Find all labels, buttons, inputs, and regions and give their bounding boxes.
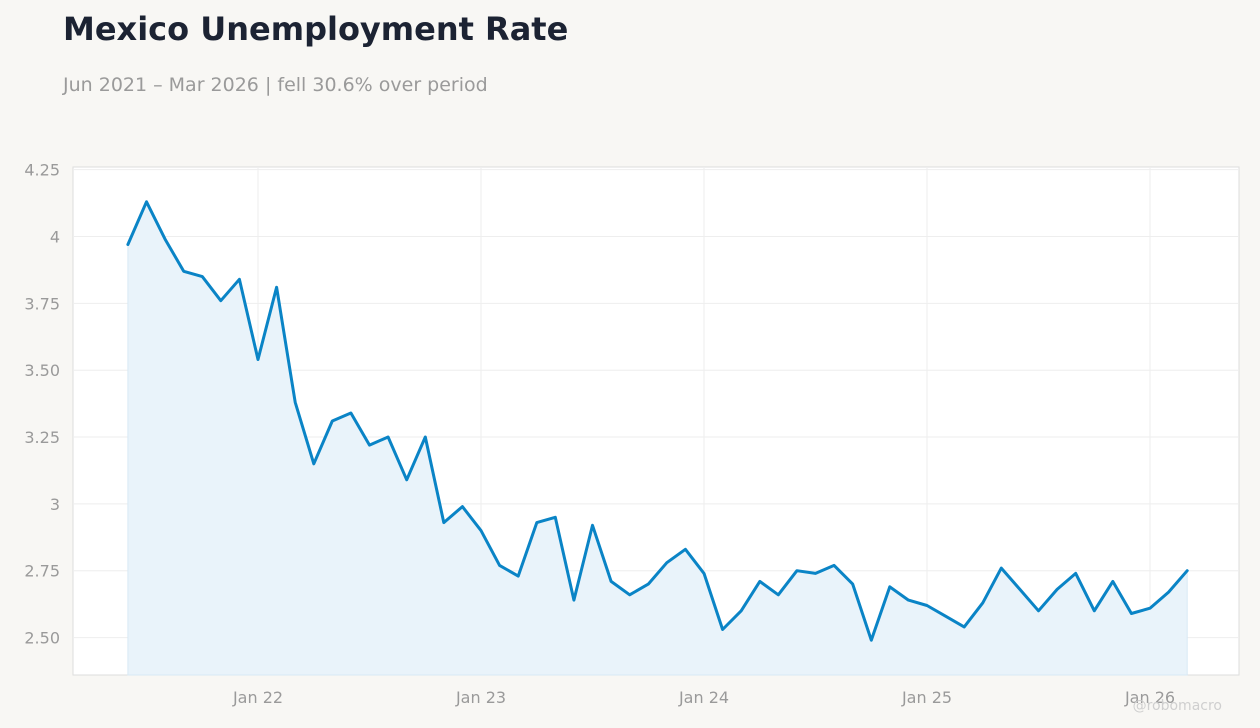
data-point (665, 561, 669, 565)
x-tick-label: Jan 24 (678, 688, 729, 707)
data-point (572, 598, 576, 602)
data-point (386, 435, 390, 439)
data-point (869, 638, 873, 642)
data-point (1092, 609, 1096, 613)
data-point (944, 614, 948, 618)
data-point (200, 275, 204, 279)
data-point (832, 563, 836, 567)
data-point (591, 523, 595, 527)
data-point (330, 419, 334, 423)
data-point (925, 604, 929, 608)
data-point (721, 628, 725, 632)
data-point (182, 269, 186, 273)
data-point (405, 478, 409, 482)
data-point (628, 593, 632, 597)
data-point (442, 521, 446, 525)
data-point (906, 598, 910, 602)
y-tick-label: 2.75 (24, 562, 60, 581)
x-axis-labels: Jan 22 Jan 23 Jan 24 Jan 25 Jan 26 (232, 688, 1175, 707)
data-point (814, 571, 818, 575)
data-point (962, 625, 966, 629)
data-point (349, 411, 353, 415)
data-point (999, 566, 1003, 570)
chart-title: Mexico Unemployment Rate (63, 10, 569, 48)
data-point (1167, 590, 1171, 594)
y-tick-label: 3.75 (24, 294, 60, 313)
y-tick-label: 4.25 (24, 161, 60, 180)
data-point (498, 563, 502, 567)
data-point (646, 582, 650, 586)
data-point (516, 574, 520, 578)
data-point (702, 571, 706, 575)
data-point (460, 505, 464, 509)
data-point (888, 585, 892, 589)
data-point (1111, 579, 1115, 583)
data-point (535, 521, 539, 525)
data-point (739, 609, 743, 613)
y-tick-label: 2.50 (24, 629, 60, 648)
x-tick-label: Jan 22 (232, 688, 283, 707)
data-point (1018, 587, 1022, 591)
y-tick-label: 3.50 (24, 361, 60, 380)
data-point (126, 243, 130, 247)
data-point (163, 237, 167, 241)
data-point (758, 579, 762, 583)
data-point (423, 435, 427, 439)
data-point (683, 547, 687, 551)
data-point (795, 569, 799, 573)
data-point (776, 593, 780, 597)
data-point (237, 277, 241, 281)
data-point (256, 358, 260, 362)
data-point (368, 443, 372, 447)
y-tick-label: 3.25 (24, 428, 60, 447)
watermark: @robomacro (1133, 698, 1222, 714)
data-point (479, 529, 483, 533)
data-point (1185, 569, 1189, 573)
chart-subtitle: Jun 2021 – Mar 2026 | fell 30.6% over pe… (63, 74, 488, 96)
data-point (1148, 606, 1152, 610)
data-point (293, 400, 297, 404)
x-tick-label: Jan 23 (455, 688, 506, 707)
x-tick-label: Jan 26 (1124, 688, 1175, 707)
data-point (312, 462, 316, 466)
data-point (219, 299, 223, 303)
data-point (981, 601, 985, 605)
data-point (1055, 587, 1059, 591)
series-line (126, 200, 1189, 642)
y-tick-label: 3 (50, 495, 60, 514)
y-axis-labels: 2.50 2.75 3 3.25 3.50 3.75 4 4.25 (24, 161, 60, 648)
data-point (851, 582, 855, 586)
data-point (553, 515, 557, 519)
x-tick-label: Jan 25 (901, 688, 952, 707)
y-tick-label: 4 (50, 228, 60, 247)
data-point (1129, 612, 1133, 616)
data-point (145, 200, 149, 204)
data-point (275, 285, 279, 289)
data-point (609, 579, 613, 583)
data-point (1074, 571, 1078, 575)
data-point (1037, 609, 1041, 613)
